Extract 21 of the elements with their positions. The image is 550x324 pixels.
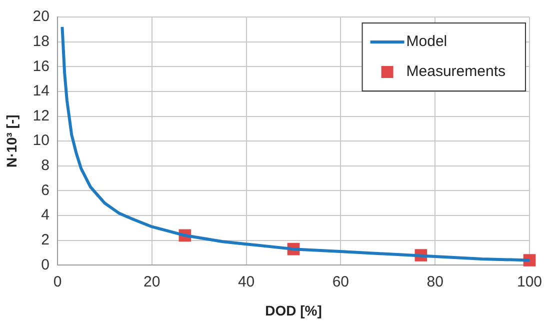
y-axis-title: N·10³ [-] bbox=[3, 114, 20, 168]
legend-label: Measurements bbox=[406, 63, 506, 80]
x-tick-label: 60 bbox=[332, 273, 350, 290]
x-tick-label: 20 bbox=[144, 273, 160, 290]
x-tick-label: 0 bbox=[53, 273, 62, 290]
x-tick-label: 40 bbox=[238, 273, 255, 290]
y-tick-label: 0 bbox=[41, 256, 50, 274]
y-tick-label: 8 bbox=[41, 157, 50, 174]
y-tick-label: 16 bbox=[32, 58, 50, 75]
y-tick-label: 10 bbox=[32, 132, 50, 150]
y-tick-label: 12 bbox=[32, 107, 50, 124]
y-tick-label: 14 bbox=[32, 82, 50, 100]
y-tick-label: 20 bbox=[32, 8, 50, 26]
y-tick-label: 4 bbox=[41, 206, 50, 224]
x-axis-title: DOD [%] bbox=[265, 302, 322, 318]
y-tick-label: 2 bbox=[41, 232, 50, 249]
x-tick-label: 80 bbox=[426, 273, 444, 290]
y-tick-label: 18 bbox=[32, 32, 50, 50]
x-tick-label: 100 bbox=[516, 273, 542, 290]
legend-label: Model bbox=[406, 33, 448, 50]
y-tick-label: 6 bbox=[41, 182, 50, 199]
